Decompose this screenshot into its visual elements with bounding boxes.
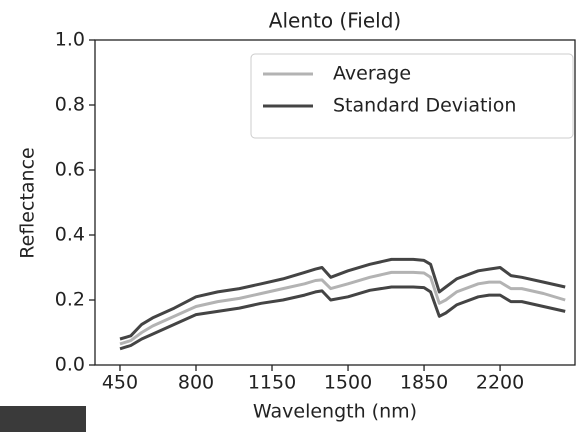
x-tick-label: 1500 <box>324 372 372 394</box>
legend-label: Standard Deviation <box>333 95 516 117</box>
x-tick-label: 450 <box>102 372 138 394</box>
x-tick-label: 1150 <box>248 372 296 394</box>
y-axis-label: Reflectance <box>17 147 39 258</box>
series-line <box>119 285 566 351</box>
plot-frame <box>94 39 576 366</box>
x-tick-label: 800 <box>178 372 214 394</box>
x-tick-label: 1850 <box>400 372 448 394</box>
photo-fragment <box>0 406 86 432</box>
y-tick-label: 0.4 <box>55 224 85 246</box>
y-tick-label: 0.8 <box>55 94 85 116</box>
y-tick-label: 0.6 <box>55 159 85 181</box>
legend-box <box>250 53 574 139</box>
series-line <box>119 270 566 346</box>
x-tick-label: 2200 <box>476 372 524 394</box>
y-tick-label: 0.2 <box>55 289 85 311</box>
y-tick-label: 1.0 <box>55 29 85 51</box>
y-tick-label: 0.0 <box>55 354 85 376</box>
legend-label: Average <box>333 63 411 85</box>
series-line <box>119 257 566 341</box>
x-axis-label: Wavelength (nm) <box>253 401 417 423</box>
chart-title: Alento (Field) <box>269 9 401 33</box>
